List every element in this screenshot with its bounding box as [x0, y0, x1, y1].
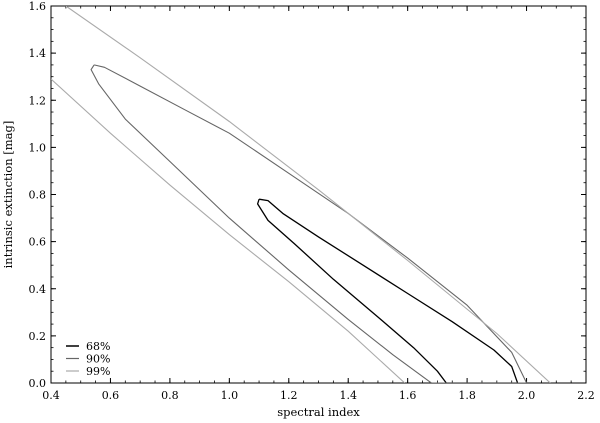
y-tick-labels: 0.0 0.2 0.4 0.6 0.8 1.0 1.2 1.4 1.6: [29, 0, 47, 390]
contours: [51, 6, 551, 383]
x-tick-label: 0.6: [102, 389, 120, 402]
y-tick-label: 1.2: [29, 94, 47, 107]
contour-99pct-lower: [51, 78, 406, 383]
x-tick-label: 1.8: [458, 389, 476, 402]
x-tick-label: 2.0: [518, 389, 536, 402]
x-tick-labels: 0.4 0.6 0.8 1.0 1.2 1.4 1.6 1.8 2.0 2.2: [42, 389, 595, 402]
contour-68pct: [256, 198, 519, 383]
y-tick-label: 1.0: [29, 141, 47, 154]
y-tick-label: 0.6: [29, 236, 47, 249]
x-tick-label: 0.8: [161, 389, 179, 402]
y-tick-label: 0.4: [29, 283, 47, 296]
legend: 68%90%99%: [66, 340, 110, 378]
contour-99pct-upper: [65, 6, 551, 383]
x-tick-label: 1.4: [339, 389, 357, 402]
legend-label: 68%: [86, 340, 110, 353]
legend-label: 99%: [86, 365, 110, 378]
y-tick-label: 1.4: [29, 47, 47, 60]
y-tick-label: 0.0: [29, 377, 47, 390]
x-tick-label: 0.4: [42, 389, 60, 402]
x-tick-label: 1.0: [221, 389, 239, 402]
plot-frame: [50, 5, 587, 384]
x-axis-label: spectral index: [277, 405, 360, 419]
x-tick-label: 1.6: [399, 389, 417, 402]
y-axis-label: intrinsic extinction [mag]: [1, 121, 15, 269]
axis-ticks: [50, 5, 587, 384]
y-tick-label: 0.2: [29, 330, 47, 343]
x-tick-label: 2.2: [577, 389, 595, 402]
y-tick-label: 1.6: [29, 0, 47, 13]
contour-90pct: [90, 64, 528, 383]
x-tick-label: 1.2: [280, 389, 298, 402]
legend-label: 90%: [86, 353, 110, 366]
y-tick-label: 0.8: [29, 189, 47, 202]
